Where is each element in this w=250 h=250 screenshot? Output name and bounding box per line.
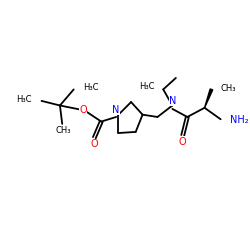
Text: O: O bbox=[90, 139, 98, 149]
Text: O: O bbox=[79, 105, 87, 115]
Text: CH₃: CH₃ bbox=[56, 126, 71, 135]
Text: CH₃: CH₃ bbox=[220, 84, 236, 93]
Text: H₃C: H₃C bbox=[83, 83, 99, 92]
Text: N: N bbox=[169, 96, 176, 106]
Text: H₃C: H₃C bbox=[139, 82, 154, 91]
Text: H₃C: H₃C bbox=[16, 95, 32, 104]
Text: O: O bbox=[178, 136, 186, 146]
Text: N: N bbox=[112, 105, 120, 115]
Polygon shape bbox=[204, 89, 213, 108]
Text: NH₂: NH₂ bbox=[230, 116, 248, 126]
